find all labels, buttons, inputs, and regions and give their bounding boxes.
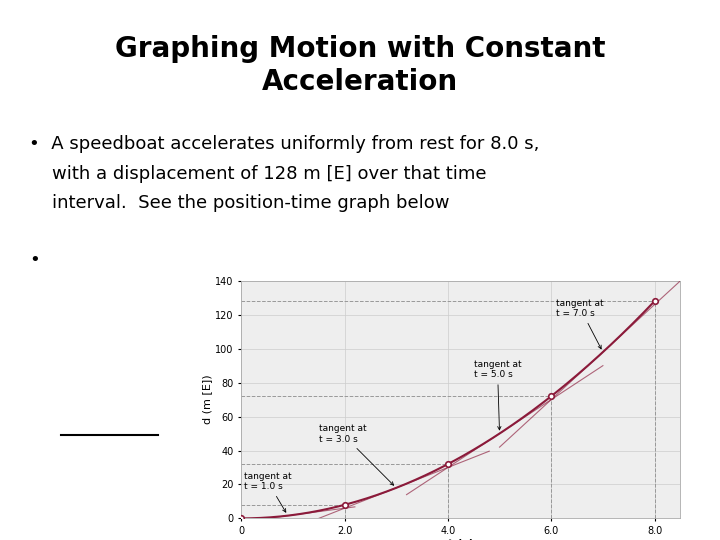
X-axis label: t (s): t (s) [448, 539, 474, 540]
Text: tangent at
t = 5.0 s: tangent at t = 5.0 s [474, 360, 521, 430]
Text: tangent at
t = 7.0 s: tangent at t = 7.0 s [557, 299, 604, 349]
Text: interval.  See the position-time graph below: interval. See the position-time graph be… [29, 194, 449, 212]
Text: Graphing Motion with Constant: Graphing Motion with Constant [114, 35, 606, 63]
Text: •  A speedboat accelerates uniformly from rest for 8.0 s,: • A speedboat accelerates uniformly from… [29, 135, 539, 153]
Text: tangent at
t = 1.0 s: tangent at t = 1.0 s [244, 472, 292, 512]
Text: Acceleration: Acceleration [262, 68, 458, 96]
Y-axis label: d (m [E]): d (m [E]) [202, 375, 212, 424]
Text: •: • [29, 251, 40, 269]
Text: tangent at
t = 3.0 s: tangent at t = 3.0 s [319, 424, 394, 485]
Text: with a displacement of 128 m [E] over that time: with a displacement of 128 m [E] over th… [29, 165, 486, 183]
